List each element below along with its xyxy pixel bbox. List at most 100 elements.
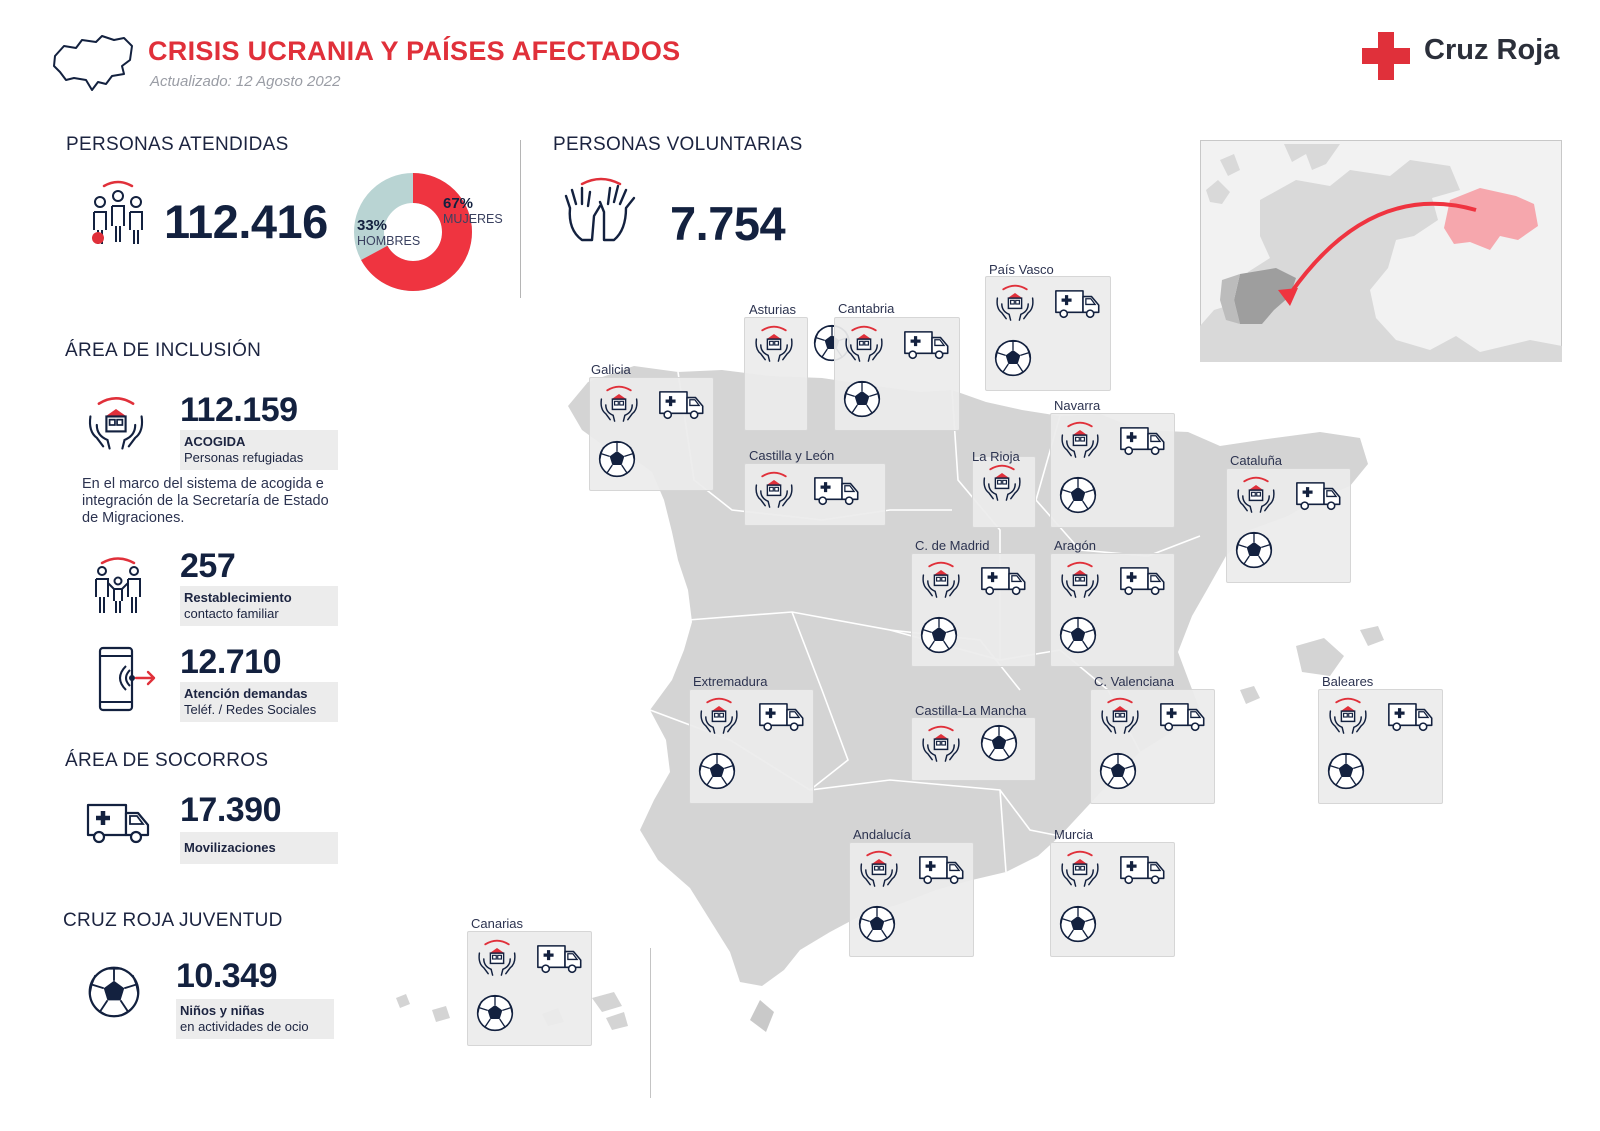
region-card-c-valenciana xyxy=(1090,689,1215,804)
ball-icon xyxy=(1326,751,1366,791)
men-pct: 33% xyxy=(357,217,388,234)
region-name: Cantabria xyxy=(838,301,895,316)
family-link-icon xyxy=(95,557,141,613)
acogida-label-bold: ACOGIDA xyxy=(184,434,246,449)
shelter-hands-icon xyxy=(1234,474,1278,518)
familiar-label: contacto familiar xyxy=(184,606,279,621)
ukraine-outline-icon xyxy=(53,35,133,91)
women-pct: 67% xyxy=(443,195,474,212)
region-name: Castilla y León xyxy=(749,448,835,463)
ambulance-icon xyxy=(917,852,967,886)
inclusion-heading: ÁREA DE INCLUSIÓN xyxy=(65,340,262,361)
familiar-value: 257 xyxy=(180,547,236,585)
ball-icon xyxy=(1058,615,1098,655)
ambulance-icon xyxy=(812,473,862,507)
region-name: Baleares xyxy=(1322,674,1374,689)
ball-icon xyxy=(993,338,1033,378)
juventud-value: 10.349 xyxy=(176,957,278,995)
ambulance-icon xyxy=(902,327,952,361)
region-name: Murcia xyxy=(1054,827,1094,842)
europe-map-icon xyxy=(1200,140,1562,362)
women-label: MUJERES xyxy=(443,212,503,226)
hands-icon xyxy=(564,177,636,242)
ball-icon xyxy=(1058,475,1098,515)
region-card-canarias xyxy=(467,931,592,1046)
familiar-label-box: Restablecimiento contacto familiar xyxy=(180,586,338,626)
shelter-hands-icon xyxy=(1098,695,1142,739)
ball-icon xyxy=(86,964,142,1020)
region-name: Castilla-La Mancha xyxy=(915,703,1027,718)
region-name: Aragón xyxy=(1054,538,1096,553)
ball-icon xyxy=(919,615,959,655)
shelter-hands-icon xyxy=(980,462,1024,506)
ambulance-icon xyxy=(1118,563,1168,597)
donut-women-slice xyxy=(354,173,472,291)
ball-icon xyxy=(697,751,737,791)
phone-icon xyxy=(98,646,156,712)
region-name: Andalucía xyxy=(853,827,911,842)
ambulance-icon xyxy=(757,699,807,733)
canarias-divider xyxy=(650,948,651,1098)
region-name: Canarias xyxy=(471,916,524,931)
region-card-la-rioja xyxy=(972,456,1036,528)
ambulance-icon xyxy=(1386,699,1436,733)
region-name: Cataluña xyxy=(1230,453,1283,468)
ambulance-icon xyxy=(1158,699,1208,733)
canarias-islands xyxy=(396,992,628,1030)
ambulance-icon xyxy=(1294,478,1344,512)
demandas-label-box: Atención demandas Teléf. / Redes Sociale… xyxy=(180,682,338,722)
demandas-label-bold: Atención demandas xyxy=(184,686,308,701)
page-title: CRISIS UCRANIA Y PAÍSES AFECTADOS xyxy=(148,36,681,66)
voluntarias-value: 7.754 xyxy=(670,197,786,250)
gender-donut xyxy=(354,173,472,291)
socorros-value: 17.390 xyxy=(180,791,282,829)
ball-icon xyxy=(1234,530,1274,570)
shelter-hands-icon xyxy=(475,937,519,981)
acogida-label-box: ACOGIDA Personas refugiadas xyxy=(180,430,338,470)
ambulance-icon xyxy=(657,387,707,421)
juventud-label: en actividades de ocio xyxy=(180,1019,309,1034)
ambulance-icon xyxy=(1118,852,1168,886)
socorros-label-box: Movilizaciones xyxy=(180,832,338,864)
red-cross-icon xyxy=(1362,32,1410,80)
shelter-hands-icon xyxy=(84,393,148,457)
acogida-note: En el marco del sistema de acogida e int… xyxy=(82,476,329,526)
region-name: La Rioja xyxy=(972,449,1020,464)
acogida-label: Personas refugiadas xyxy=(184,450,304,465)
ambulance-icon xyxy=(535,941,585,975)
region-name: Navarra xyxy=(1054,398,1101,413)
shelter-hands-icon xyxy=(1326,695,1370,739)
shelter-hands-icon xyxy=(1058,848,1102,892)
juventud-label-bold: Niños y niñas xyxy=(180,1003,265,1018)
demandas-value: 12.710 xyxy=(180,643,282,681)
ball-icon xyxy=(1098,751,1138,791)
region-name: Extremadura xyxy=(693,674,768,689)
shelter-hands-icon xyxy=(919,559,963,603)
shelter-hands-icon xyxy=(857,848,901,892)
shelter-hands-icon xyxy=(919,723,963,767)
familiar-label-bold: Restablecimiento xyxy=(184,590,292,605)
juventud-heading: CRUZ ROJA JUVENTUD xyxy=(63,910,283,931)
region-name: País Vasco xyxy=(989,262,1054,277)
socorros-heading: ÁREA DE SOCORROS xyxy=(65,750,269,771)
shelter-hands-icon xyxy=(1058,559,1102,603)
divider xyxy=(520,140,521,298)
ball-icon xyxy=(1058,904,1098,944)
ambulance-icon xyxy=(979,563,1029,597)
juventud-label-box: Niños y niñas en actividades de ocio xyxy=(176,999,334,1039)
ball-icon xyxy=(857,904,897,944)
family-icon xyxy=(92,180,143,244)
update-date: Actualizado: 12 Agosto 2022 xyxy=(150,73,341,90)
shelter-hands-icon xyxy=(1058,419,1102,463)
men-label: HOMBRES xyxy=(357,234,421,248)
region-name: Galicia xyxy=(591,362,631,377)
region-name: C. Valenciana xyxy=(1094,674,1174,689)
voluntarias-heading: PERSONAS VOLUNTARIAS xyxy=(553,134,803,155)
demandas-label: Teléf. / Redes Sociales xyxy=(184,702,317,717)
shelter-hands-icon xyxy=(697,695,741,739)
region-name: Asturias xyxy=(749,302,796,317)
brand-name: Cruz Roja xyxy=(1424,34,1560,66)
shelter-hands-icon xyxy=(842,323,886,367)
ambulance-icon xyxy=(1053,286,1103,320)
ball-icon xyxy=(475,993,515,1033)
